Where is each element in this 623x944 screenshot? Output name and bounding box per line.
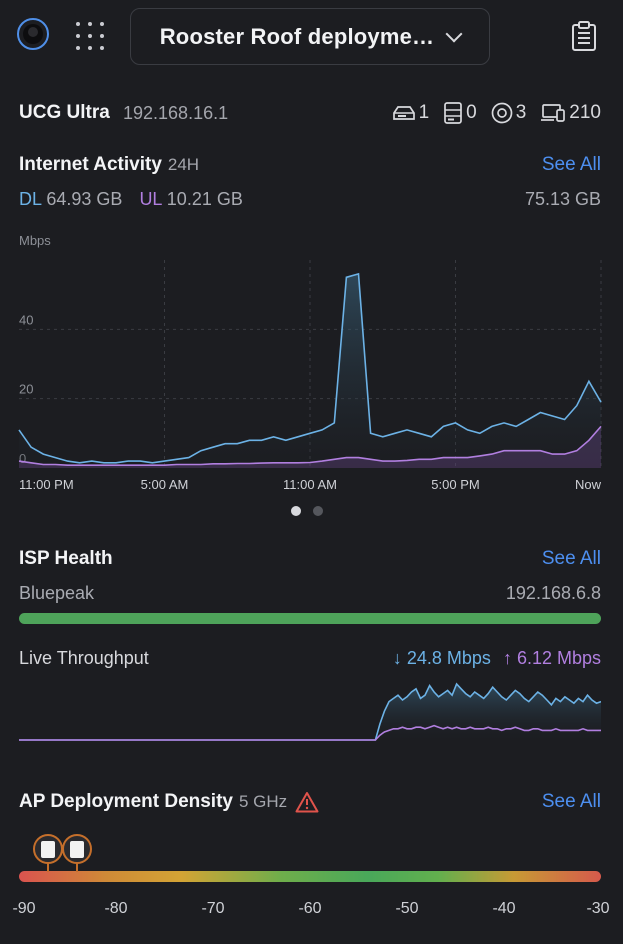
density-scale-label: -60 — [298, 900, 322, 917]
site-selector[interactable]: Rooster Roof deployme… — [130, 8, 490, 65]
density-scale-label: -70 — [201, 900, 225, 917]
internet-activity-title: Internet Activity — [19, 154, 162, 175]
device-ip: 192.168.16.1 — [123, 103, 229, 123]
access-point-device-icon — [41, 840, 56, 858]
clients-icon — [541, 104, 566, 122]
x-tick-label: 11:00 AM — [283, 477, 337, 492]
ap-density-band: 5 GHz — [238, 792, 288, 811]
live-up-line — [19, 724, 601, 741]
server-count: 0 — [466, 102, 477, 123]
density-scale-label: -40 — [492, 900, 516, 917]
live-throughput-chart — [19, 682, 601, 741]
ul-key: UL — [139, 189, 162, 209]
density-scale-bar — [19, 871, 601, 882]
ap-stat[interactable]: 3 — [491, 102, 527, 124]
density-scale-label: -50 — [395, 900, 419, 917]
dl-value: 64.93 GB — [46, 189, 123, 209]
switch-stat[interactable]: 1 — [392, 102, 430, 124]
profile-avatar[interactable] — [17, 18, 49, 50]
y-tick-label: 20 — [19, 382, 33, 397]
isp-ip: 192.168.6.8 — [505, 583, 601, 603]
y-axis-label: Mbps — [19, 233, 51, 248]
device-stats: 1 0 3 210 — [392, 102, 601, 124]
ap-count: 3 — [515, 102, 527, 123]
dl-series-line — [18, 272, 602, 464]
isp-health-see-all[interactable]: See All — [541, 548, 601, 569]
isp-health-title: ISP Health — [19, 548, 113, 569]
server-icon — [444, 102, 462, 124]
live-throughput-label: Live Throughput — [19, 648, 149, 668]
ap-density-title: AP Deployment Density — [19, 791, 233, 812]
x-tick-label: 5:00 AM — [141, 477, 189, 492]
device-name[interactable]: UCG Ultra — [19, 102, 110, 123]
ul-series-line — [18, 425, 602, 466]
clients-stat[interactable]: 210 — [540, 102, 601, 124]
x-tick-label: Now — [575, 477, 602, 492]
density-scale-label: -80 — [104, 900, 128, 917]
warning-icon[interactable] — [295, 791, 319, 813]
upload-rate: ↑ 6.12 Mbps — [502, 648, 601, 668]
isp-health-bar — [19, 613, 601, 624]
clients-count: 210 — [569, 102, 601, 123]
site-name: Rooster Roof deployme… — [159, 23, 435, 49]
chart-page-indicator[interactable] — [285, 503, 329, 521]
apps-grid-icon[interactable] — [76, 22, 104, 50]
chevron-down-icon — [445, 25, 463, 42]
switch-icon — [392, 106, 415, 120]
access-point-device-icon — [70, 840, 85, 858]
x-tick-label: 5:00 PM — [431, 477, 479, 492]
ul-value: 10.21 GB — [166, 189, 243, 209]
server-stat[interactable]: 0 — [443, 102, 477, 124]
avatar-image — [23, 24, 43, 44]
clipboard-icon[interactable] — [571, 21, 597, 51]
live-throughput-values: ↓ 24.8 Mbps ↑ 6.12 Mbps — [393, 648, 601, 669]
x-tick-label: 11:00 PM — [19, 477, 74, 492]
total-usage: 75.13 GB — [524, 189, 601, 209]
switch-count: 1 — [418, 102, 430, 123]
ap-density-see-all[interactable]: See All — [541, 791, 601, 812]
ap-marker[interactable] — [33, 834, 64, 864]
density-scale-label: -90 — [12, 900, 36, 917]
live-down-area — [19, 684, 601, 740]
download-rate: ↓ 24.8 Mbps — [392, 648, 491, 668]
dl-area — [19, 273, 601, 468]
y-tick-label: 40 — [19, 312, 33, 327]
ap-marker-stem — [76, 862, 79, 872]
ap-density-header: AP Deployment Density 5 GHz — [19, 791, 319, 813]
ap-marker[interactable] — [62, 834, 93, 864]
ap-marker-stem — [47, 862, 50, 872]
page-dot-2[interactable] — [313, 506, 323, 516]
internet-activity-header: Internet Activity 24H — [19, 154, 199, 176]
dl-key: DL — [19, 189, 42, 209]
internet-activity-see-all[interactable]: See All — [541, 154, 601, 175]
usage-summary: DL 64.93 GB UL 10.21 GB — [19, 189, 243, 210]
internet-activity-range: 24H — [167, 155, 200, 174]
page-dot-1[interactable] — [291, 506, 301, 516]
access-point-icon — [491, 102, 513, 124]
isp-name: Bluepeak — [19, 583, 95, 603]
density-scale-label: -30 — [586, 900, 610, 917]
